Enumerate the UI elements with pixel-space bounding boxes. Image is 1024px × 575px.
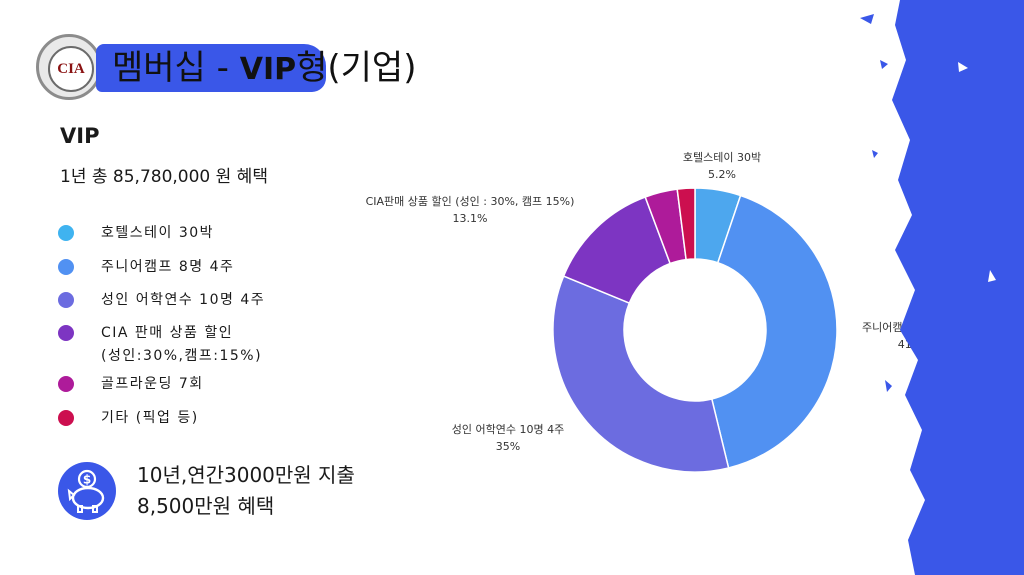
savings-line-1: 10년,연간3000만원 지출 bbox=[137, 463, 355, 487]
legend-item: 기타 (픽업 등) bbox=[58, 410, 199, 430]
legend-dot bbox=[58, 410, 74, 426]
title-brush-highlight bbox=[96, 44, 326, 92]
annual-benefit-text: 1년 총 85,780,000 원 혜택 bbox=[60, 167, 268, 187]
legend-label: 주니어캠프 8명 4주 bbox=[101, 259, 235, 275]
donut-slice bbox=[710, 194, 838, 469]
title-vip: VIP bbox=[239, 52, 297, 87]
title-prefix: 멤버십 - bbox=[112, 48, 240, 88]
slice-label: CIA판매 상품 할인 (성인 : 30%, 캠프 15%) bbox=[366, 195, 575, 208]
legend-item: 호텔스테이 30박 bbox=[58, 225, 214, 245]
legend-label: 호텔스테이 30박 bbox=[101, 225, 215, 241]
legend-label-line2: (성인:30%,캠프:15%) bbox=[101, 348, 263, 364]
piggy-bank-dollar-icon: $ bbox=[58, 462, 116, 520]
legend-label: 골프라운딩 7회 bbox=[101, 376, 204, 392]
legend-label: 성인 어학연수 10명 4주 bbox=[101, 292, 266, 308]
legend-dot bbox=[58, 376, 74, 392]
savings-line-2: 8,500만원 혜택 bbox=[137, 494, 275, 518]
academy-logo: CIA bbox=[36, 34, 102, 100]
legend-item: 골프라운딩 7회 bbox=[58, 376, 204, 396]
legend-label: CIA 판매 상품 할인 (성인:30%,캠프:15%) bbox=[101, 322, 262, 368]
slice-value-label: 35% bbox=[496, 440, 520, 453]
legend-dot bbox=[58, 259, 74, 275]
logo-emblem: CIA bbox=[48, 46, 94, 92]
title-suffix: 형(기업) bbox=[296, 48, 417, 88]
slice-value-label: 13.1% bbox=[453, 212, 488, 225]
slice-value-label: 5.2% bbox=[708, 168, 736, 181]
legend-dot bbox=[58, 292, 74, 308]
page-title: 멤버십 - VIP형(기업) bbox=[112, 44, 416, 94]
legend-item: CIA 판매 상품 할인 (성인:30%,캠프:15%) bbox=[58, 325, 262, 368]
savings-summary: 10년,연간3000만원 지출 8,500만원 혜택 bbox=[137, 460, 355, 522]
legend-label: 기타 (픽업 등) bbox=[101, 410, 199, 426]
legend-dot bbox=[58, 325, 74, 341]
tier-heading: VIP bbox=[60, 124, 100, 148]
slice-label: 성인 어학연수 10명 4주 bbox=[452, 423, 564, 436]
legend-label-line1: CIA 판매 상품 할인 bbox=[101, 325, 234, 341]
legend-item: 주니어캠프 8명 4주 bbox=[58, 259, 234, 279]
legend-item: 성인 어학연수 10명 4주 bbox=[58, 292, 265, 312]
donut-slice bbox=[676, 187, 696, 261]
donut-slice bbox=[552, 275, 730, 473]
slice-label: 호텔스테이 30박 bbox=[683, 151, 761, 164]
svg-text:$: $ bbox=[83, 473, 91, 487]
legend-dot bbox=[58, 225, 74, 241]
